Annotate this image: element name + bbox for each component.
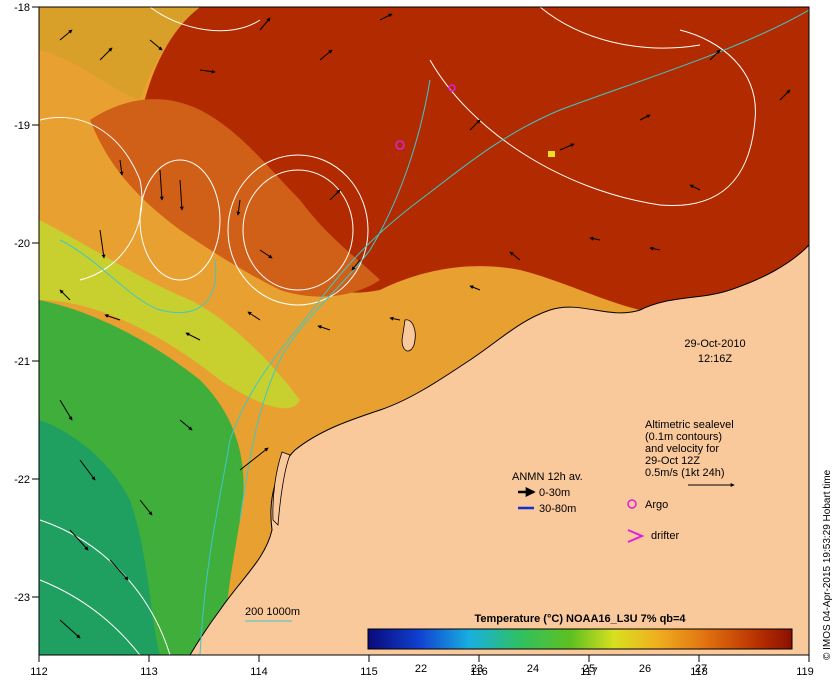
lat-tick-label: -20: [14, 238, 30, 250]
lon-tick-label: 112: [30, 666, 48, 678]
lon-tick-label: 116: [470, 666, 488, 678]
colorbar-tick-label: 27: [695, 663, 707, 675]
anmn-title: ANMN 12h av.: [512, 471, 583, 483]
credit-text: © IMOS 04-Apr-2015 19:53:29 Hobart time: [822, 469, 833, 660]
lat-tick-label: -19: [14, 120, 30, 132]
island: [401, 319, 416, 352]
anmn-30-80-label: 30-80m: [539, 503, 576, 515]
altimetric-line: 29-Oct 12Z: [645, 455, 700, 467]
cape-peninsula: [272, 451, 291, 526]
colorbar-tick-label: 26: [639, 663, 651, 675]
colorbar-tick-label: 24: [527, 663, 539, 675]
time-label: 12:16Z: [698, 353, 733, 365]
lon-tick-label: 115: [360, 666, 378, 678]
lon-tick-label: 114: [250, 666, 268, 678]
drifter-legend-label: drifter: [651, 530, 679, 542]
lon-ticks: [38, 655, 810, 662]
colorbar-tick-label: 25: [583, 663, 595, 675]
argo-marker: [448, 84, 456, 92]
lat-tick-label: -22: [14, 474, 30, 486]
land-mass: [190, 245, 809, 655]
argo-legend-label: Argo: [645, 499, 668, 511]
altimetric-line: 0.5m/s (1kt 24h): [645, 467, 724, 479]
velocity-arrows: [59, 13, 791, 639]
bathymetry-contours: [59, 9, 809, 655]
lat-tick-label: -21: [14, 356, 30, 368]
warm-band: [39, 7, 200, 100]
argo-legend-marker: [627, 499, 637, 509]
lon-tick-label: 118: [690, 666, 708, 678]
colorbar: [367, 628, 793, 650]
argo-marker: [395, 140, 405, 150]
altimetric-line: and velocity for: [645, 443, 719, 455]
cool-water-core: [39, 420, 160, 655]
plot-frame: [38, 6, 810, 656]
lat-tick-label: -23: [14, 592, 30, 604]
lat-ticks: [32, 6, 39, 598]
colorbar-title: Temperature (°C) NOAA16_L3U 7% qb=4: [474, 613, 686, 625]
anmn-0-30-label: 0-30m: [539, 487, 570, 499]
yellow-band: [39, 220, 300, 409]
altimetric-line: (0.1m contours): [645, 431, 722, 443]
yellow-pixel: [548, 151, 555, 157]
lon-tick-label: 119: [796, 666, 814, 678]
drifter-legend-marker: [627, 529, 645, 543]
date-label: 29-Oct-2010: [684, 338, 745, 350]
coastline: [189, 244, 809, 655]
altimetric-line: Altimetric sealevel: [645, 419, 734, 431]
lat-tick-label: -18: [14, 2, 30, 14]
lon-tick-label: 113: [140, 666, 158, 678]
lon-tick-label: 117: [580, 666, 598, 678]
map-plot-area: [39, 7, 809, 655]
bathy-legend-label: 200 1000m: [245, 606, 300, 618]
colorbar-tick-label: 22: [415, 663, 427, 675]
colorbar-tick-label: 23: [471, 663, 483, 675]
